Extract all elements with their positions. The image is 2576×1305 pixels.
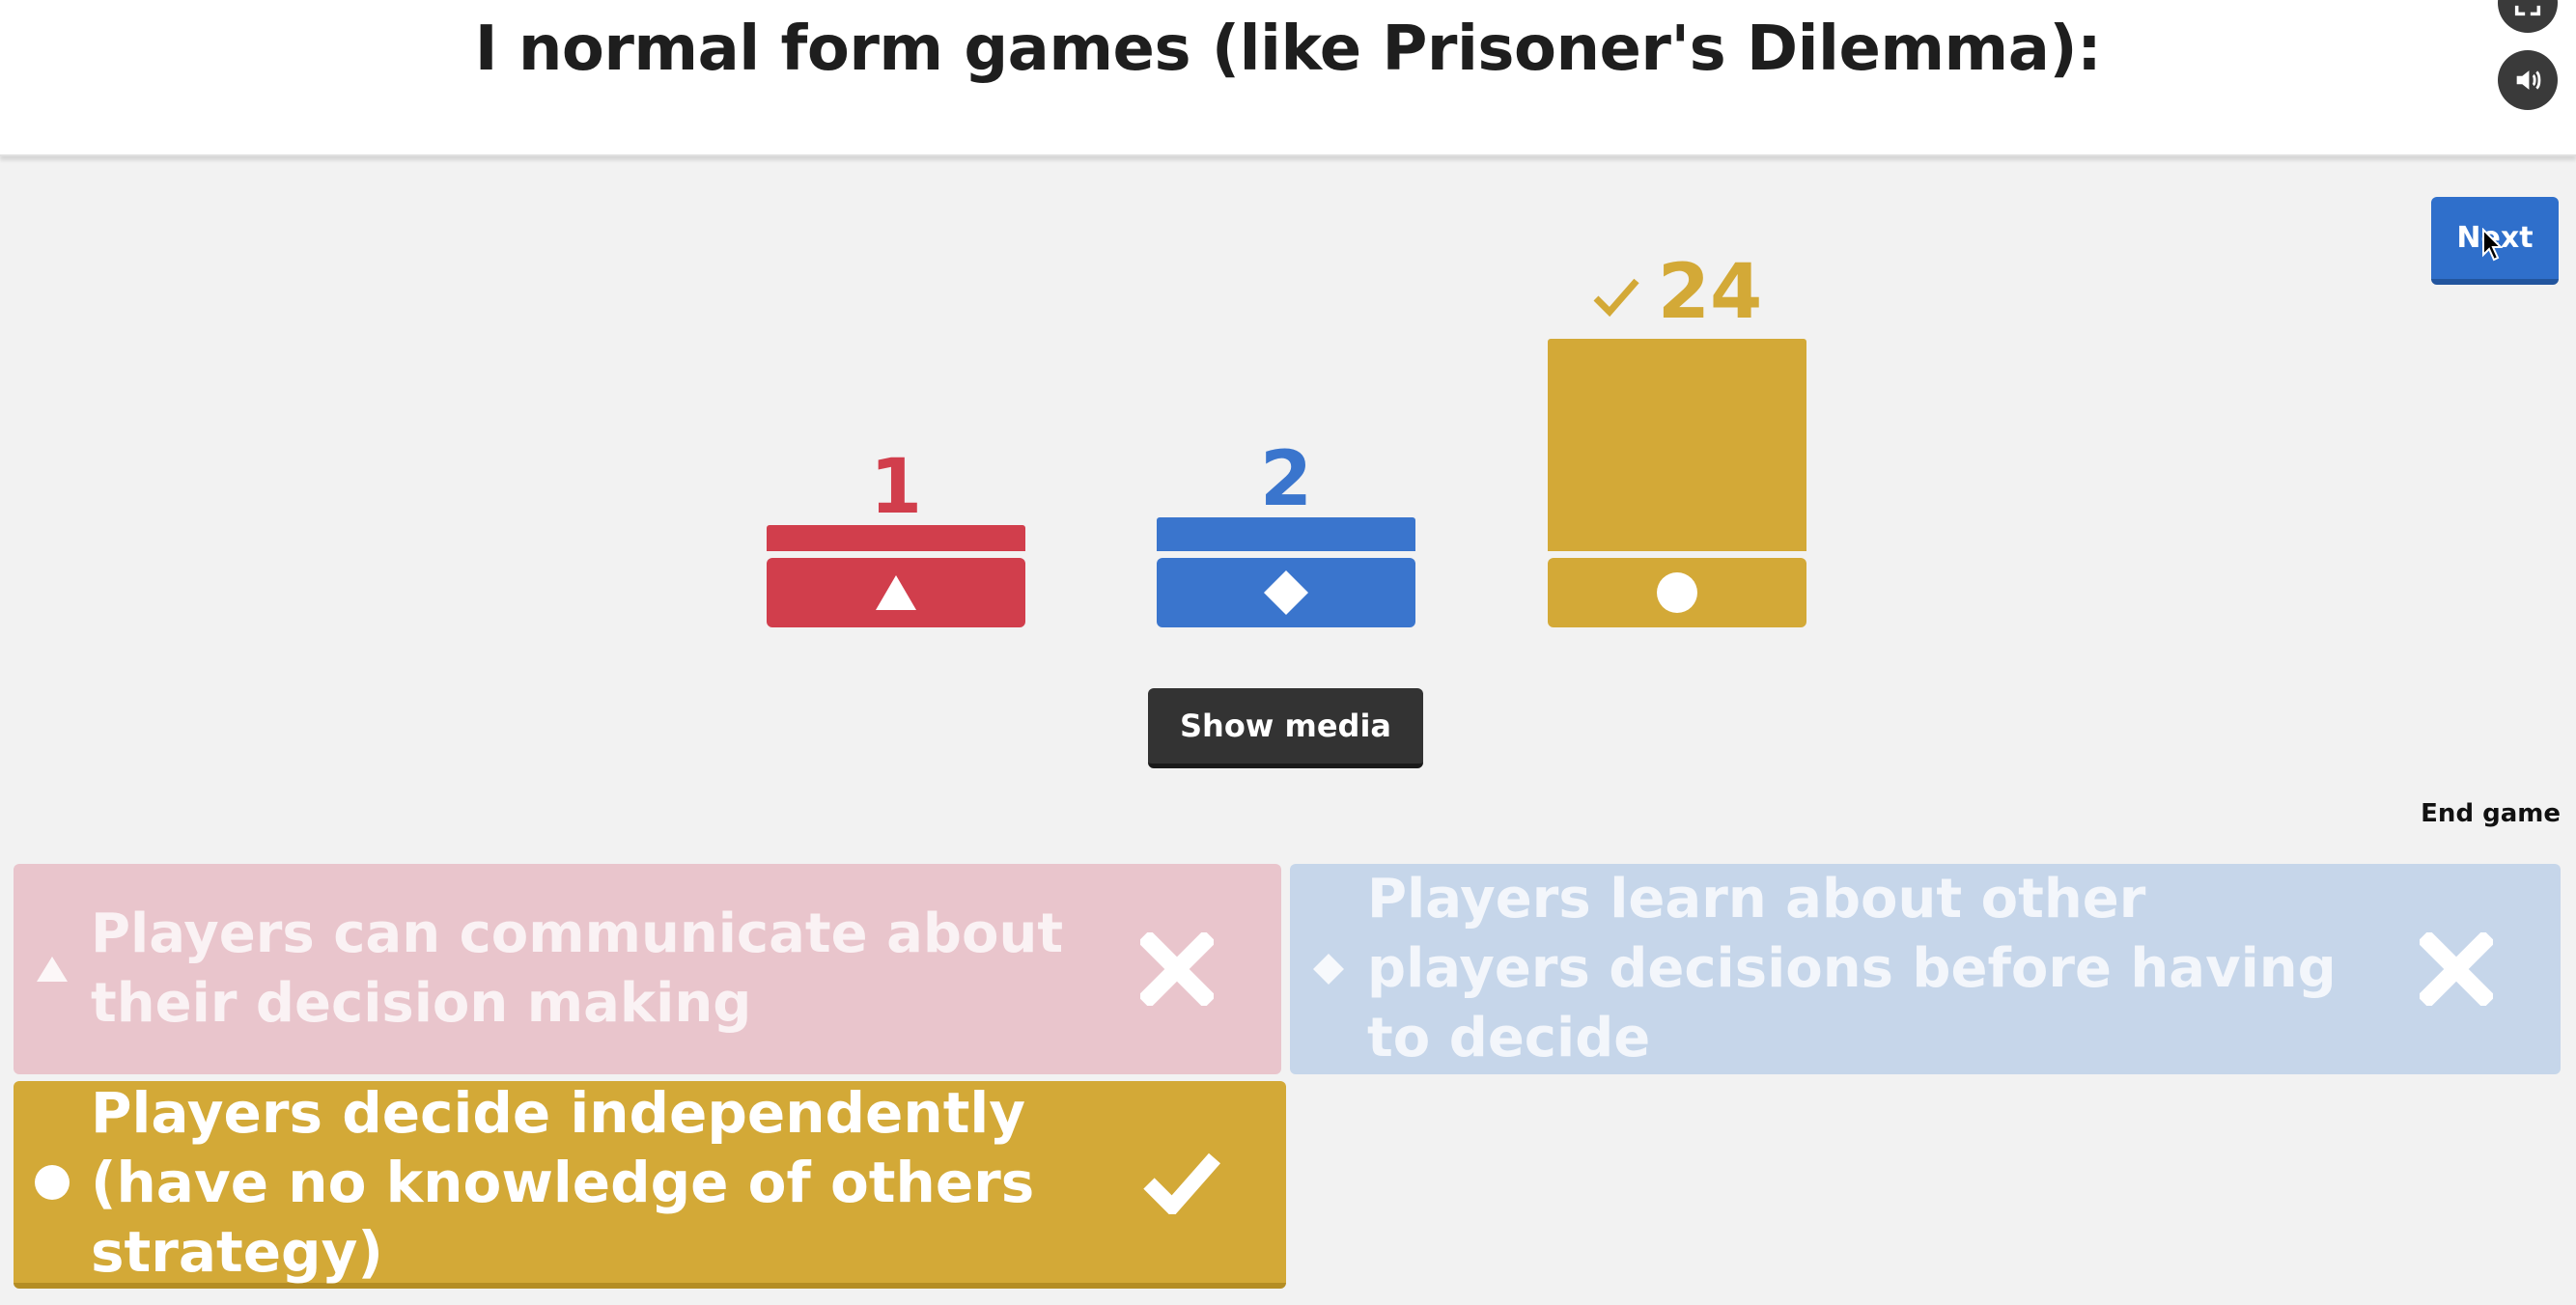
check-icon xyxy=(1593,278,1639,318)
result-bar-fill xyxy=(1548,339,1806,551)
cross-icon xyxy=(2398,864,2514,1074)
result-count: 1 xyxy=(869,444,923,531)
diamond-icon xyxy=(1264,570,1308,615)
show-media-button[interactable]: Show media xyxy=(1148,688,1423,768)
triangle-icon xyxy=(876,575,916,610)
question-header: I normal form games (like Prisoner's Dil… xyxy=(0,0,2576,156)
triangle-icon xyxy=(14,864,91,1074)
result-bar-fill xyxy=(1157,517,1415,551)
result-bar-base xyxy=(1548,558,1806,627)
answer-option-circle: Players decide independently (have no kn… xyxy=(14,1079,1286,1289)
result-count: 24 xyxy=(1657,249,1763,336)
mouse-cursor-icon xyxy=(2482,228,2504,262)
answer-text: Players decide independently (have no kn… xyxy=(91,1079,1035,1285)
sound-button[interactable] xyxy=(2498,50,2558,110)
result-count: 2 xyxy=(1259,436,1313,523)
check-icon xyxy=(1124,1081,1240,1283)
result-count-correct: 24 xyxy=(1548,249,1806,336)
result-bar-base xyxy=(1157,558,1415,627)
answer-text: Players learn about other players decisi… xyxy=(1367,868,2337,1069)
answer-option-triangle: Players can communicate about their deci… xyxy=(14,864,1281,1074)
diamond-icon xyxy=(1290,864,1367,1074)
cross-icon xyxy=(1119,864,1235,1074)
question-title: I normal form games (like Prisoner's Dil… xyxy=(474,14,2102,85)
speaker-icon xyxy=(2516,70,2541,90)
answer-text: Players can communicate about their deci… xyxy=(91,902,1064,1035)
circle-icon xyxy=(1657,572,1697,613)
result-bar-fill xyxy=(767,525,1025,551)
result-bar-base xyxy=(767,558,1025,627)
answer-option-diamond: Players learn about other players decisi… xyxy=(1290,864,2561,1074)
circle-icon xyxy=(14,1081,91,1283)
fullscreen-icon xyxy=(2514,5,2541,16)
end-game-link[interactable]: End game xyxy=(2421,799,2561,828)
